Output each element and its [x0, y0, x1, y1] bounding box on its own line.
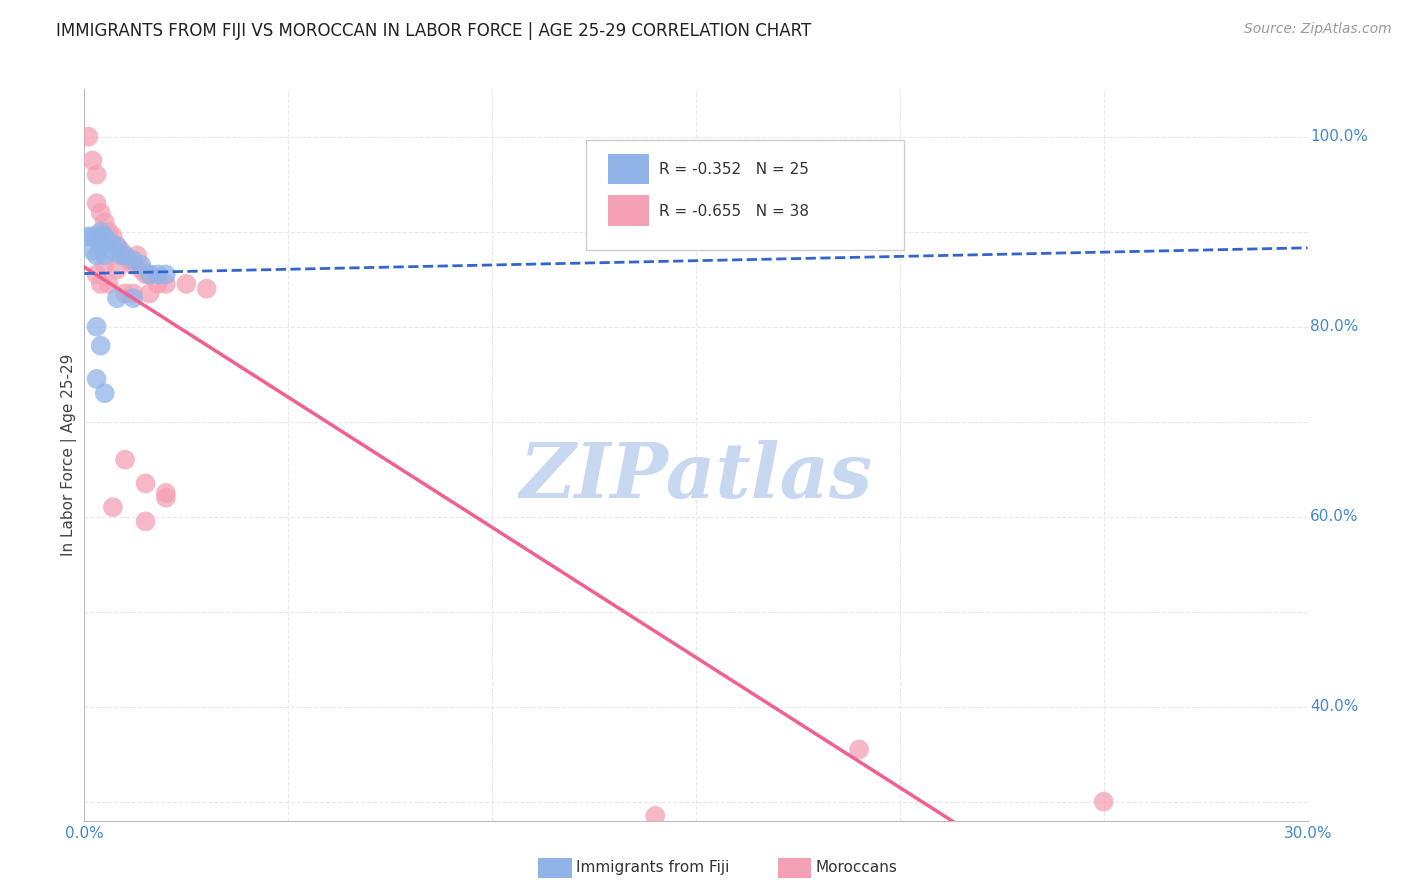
Point	[93, 229, 115, 244]
Point	[90, 277, 112, 291]
Point	[86, 319, 108, 334]
Point	[101, 244, 124, 258]
Point	[114, 286, 136, 301]
Point	[97, 234, 120, 248]
Point	[82, 244, 104, 258]
Point	[114, 248, 136, 262]
Point	[110, 244, 132, 258]
Point	[131, 262, 153, 277]
Point	[105, 239, 128, 253]
Point	[114, 452, 136, 467]
Point	[135, 268, 157, 282]
Point	[131, 258, 153, 272]
Point	[86, 268, 108, 282]
Point	[118, 253, 141, 268]
Text: 40.0%: 40.0%	[1310, 699, 1358, 714]
FancyBboxPatch shape	[586, 140, 904, 250]
Point	[155, 268, 177, 282]
Point	[86, 168, 108, 182]
Point	[90, 239, 112, 253]
Point	[82, 229, 104, 244]
Point	[155, 491, 177, 505]
Point	[138, 268, 160, 282]
Point	[1092, 795, 1115, 809]
Text: Immigrants from Fiji: Immigrants from Fiji	[576, 861, 730, 875]
Point	[146, 268, 169, 282]
Point	[848, 742, 870, 756]
Point	[195, 282, 218, 296]
Text: 80.0%: 80.0%	[1310, 319, 1358, 334]
Point	[155, 277, 177, 291]
Point	[135, 515, 157, 529]
Point	[86, 229, 108, 244]
Point	[93, 215, 115, 229]
Point	[138, 286, 160, 301]
Point	[122, 286, 145, 301]
Point	[114, 248, 136, 262]
Point	[93, 386, 115, 401]
Point	[105, 262, 128, 277]
Point	[97, 225, 120, 239]
Point	[90, 339, 112, 353]
Point	[86, 372, 108, 386]
Y-axis label: In Labor Force | Age 25-29: In Labor Force | Age 25-29	[62, 354, 77, 556]
Point	[90, 205, 112, 219]
FancyBboxPatch shape	[607, 153, 650, 185]
Point	[644, 809, 666, 823]
Point	[90, 225, 112, 239]
Text: 60.0%: 60.0%	[1310, 509, 1358, 524]
Point	[93, 258, 115, 272]
Point	[127, 248, 149, 262]
Point	[105, 239, 128, 253]
Point	[155, 486, 177, 500]
Text: ZIPatlas: ZIPatlas	[519, 440, 873, 514]
Point	[110, 248, 132, 262]
Point	[122, 291, 145, 305]
Point	[135, 476, 157, 491]
Point	[101, 500, 124, 515]
Point	[93, 248, 115, 262]
Point	[105, 291, 128, 305]
Text: IMMIGRANTS FROM FIJI VS MOROCCAN IN LABOR FORCE | AGE 25-29 CORRELATION CHART: IMMIGRANTS FROM FIJI VS MOROCCAN IN LABO…	[56, 22, 811, 40]
Point	[82, 153, 104, 168]
Point	[77, 229, 100, 244]
Point	[146, 277, 169, 291]
Point	[174, 277, 197, 291]
Point	[97, 277, 120, 291]
Point	[86, 248, 108, 262]
Text: R = -0.352   N = 25: R = -0.352 N = 25	[659, 162, 808, 178]
Text: Moroccans: Moroccans	[815, 861, 897, 875]
Text: 100.0%: 100.0%	[1310, 129, 1368, 145]
Text: Source: ZipAtlas.com: Source: ZipAtlas.com	[1244, 22, 1392, 37]
Point	[86, 196, 108, 211]
Point	[122, 253, 145, 268]
Point	[77, 129, 100, 144]
Point	[122, 258, 145, 272]
Text: R = -0.655   N = 38: R = -0.655 N = 38	[659, 204, 810, 219]
Point	[138, 268, 160, 282]
FancyBboxPatch shape	[607, 195, 650, 226]
Point	[101, 229, 124, 244]
